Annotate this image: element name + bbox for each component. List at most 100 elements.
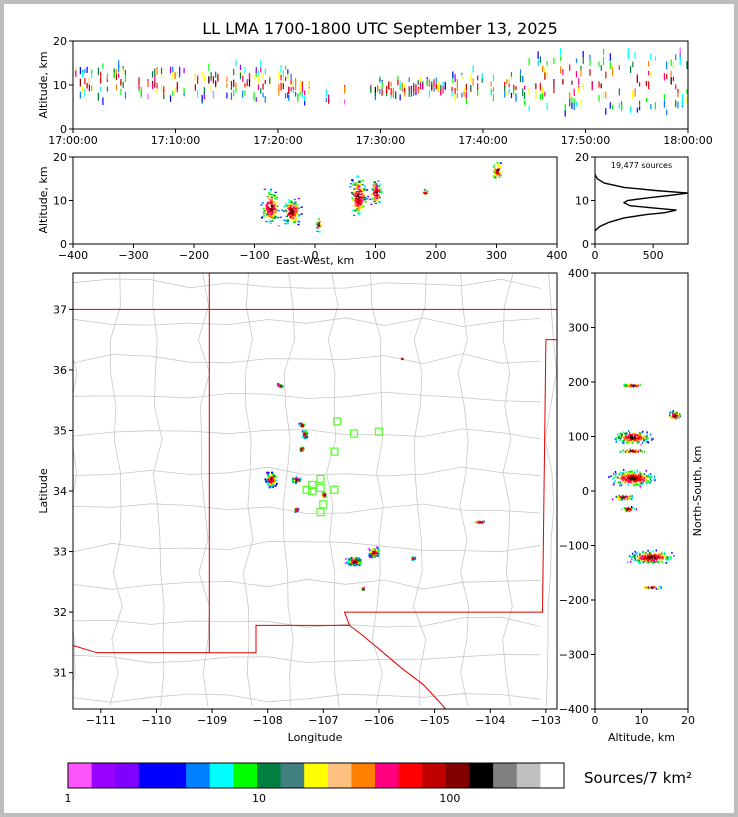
colorbar-swatch	[209, 763, 234, 788]
source-point	[653, 554, 656, 557]
source-point	[640, 554, 642, 557]
source-point	[351, 179, 354, 182]
source-point	[360, 188, 364, 190]
source-point	[456, 79, 458, 86]
source-point	[290, 209, 294, 211]
source-point	[647, 437, 649, 440]
source-point	[615, 473, 617, 476]
source-point	[630, 441, 633, 444]
source-point	[642, 479, 645, 482]
source-point	[624, 481, 626, 484]
source-point	[580, 69, 582, 77]
source-point	[635, 477, 638, 480]
source-point	[287, 207, 290, 210]
source-point	[651, 586, 653, 589]
source-point	[639, 100, 641, 106]
source-point	[629, 448, 631, 451]
source-point	[361, 587, 364, 590]
source-point	[197, 77, 199, 84]
source-point	[633, 433, 636, 436]
source-point	[269, 190, 272, 192]
source-point	[442, 82, 444, 89]
source-point	[264, 211, 267, 214]
source-point	[356, 185, 359, 187]
ns-ytick-label: 100	[568, 431, 589, 444]
source-point	[631, 470, 633, 473]
source-point	[284, 220, 287, 222]
source-point	[494, 168, 497, 170]
source-point	[493, 164, 496, 166]
source-point	[673, 554, 675, 557]
source-point	[273, 207, 277, 209]
source-point	[291, 211, 294, 214]
county-boundary	[73, 578, 541, 590]
source-point	[377, 186, 380, 189]
source-point	[363, 586, 366, 589]
source-point	[633, 431, 635, 434]
source-point	[270, 188, 273, 191]
source-point	[304, 430, 307, 433]
source-point	[362, 198, 365, 200]
lma-figure: LL LMA 1700-1800 UTC September 13, 2025 …	[37, 19, 713, 805]
source-point	[84, 78, 86, 85]
source-point	[630, 472, 633, 475]
source-point	[629, 560, 632, 563]
source-point	[267, 471, 270, 474]
source-point	[553, 78, 555, 87]
source-point	[260, 60, 262, 69]
source-point	[377, 196, 380, 198]
source-point	[272, 486, 275, 489]
lma-station-marker	[333, 417, 342, 426]
source-point	[261, 216, 264, 218]
source-point	[652, 438, 654, 441]
source-point	[163, 89, 165, 98]
source-point	[535, 92, 537, 100]
source-point	[633, 437, 635, 440]
source-point	[266, 203, 269, 206]
source-point	[622, 449, 625, 452]
source-point	[379, 191, 382, 193]
source-point	[345, 558, 348, 561]
source-point	[615, 495, 617, 498]
source-point	[357, 203, 361, 206]
source-point	[628, 477, 630, 480]
source-point	[639, 432, 642, 435]
source-point	[496, 170, 500, 172]
source-point	[639, 560, 641, 563]
source-point	[413, 91, 415, 97]
ew-xtick-label: 400	[547, 249, 568, 262]
source-point	[357, 188, 360, 191]
source-point	[282, 210, 286, 213]
source-point	[233, 68, 235, 76]
source-point	[84, 68, 86, 74]
source-point	[378, 183, 382, 185]
source-point	[620, 484, 623, 487]
source-point	[662, 556, 664, 559]
source-point	[645, 482, 648, 485]
source-point	[537, 51, 539, 59]
source-point	[642, 559, 644, 562]
source-point	[628, 481, 630, 484]
source-point	[277, 383, 280, 386]
source-point	[373, 184, 376, 186]
source-point	[424, 192, 427, 194]
source-point	[626, 432, 628, 435]
source-point	[628, 439, 631, 442]
source-point	[633, 477, 636, 480]
county-boundary	[73, 428, 541, 440]
source-point	[276, 216, 280, 219]
source-point	[633, 471, 635, 474]
ns-ytick-label: 400	[568, 267, 589, 280]
source-point	[359, 199, 362, 201]
source-point	[632, 506, 634, 509]
time-xtick-label: 17:40:00	[458, 134, 507, 147]
source-point	[451, 88, 453, 94]
source-point	[268, 220, 271, 223]
source-point	[642, 436, 644, 439]
source-point	[358, 181, 361, 184]
source-point	[654, 56, 656, 61]
source-point	[358, 212, 362, 214]
source-point	[672, 76, 675, 82]
source-point	[197, 90, 199, 98]
source-point	[672, 61, 675, 68]
